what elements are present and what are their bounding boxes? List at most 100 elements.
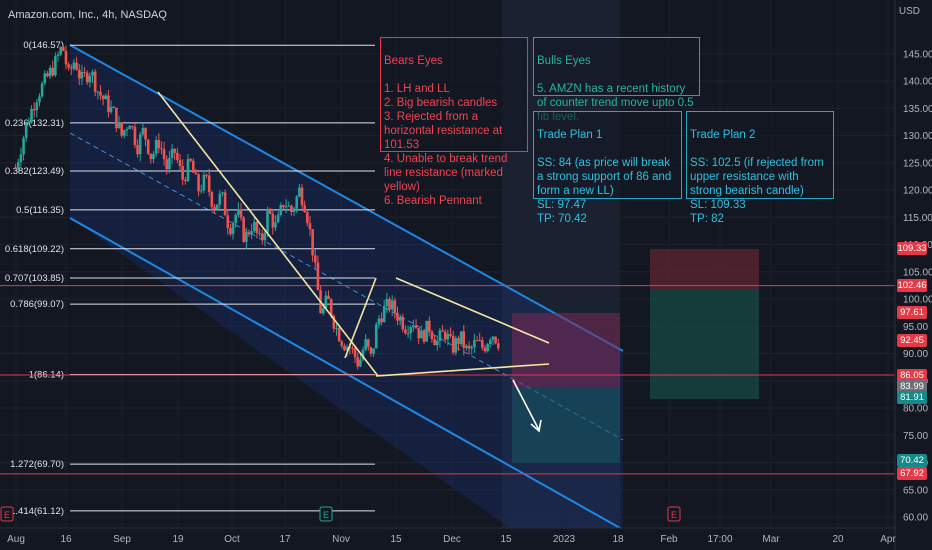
candle-body <box>242 217 245 242</box>
candle-body <box>141 127 145 135</box>
candle-body <box>51 67 55 76</box>
candle-body <box>443 331 447 340</box>
candle-body <box>329 299 333 316</box>
price-tag: 102.46 <box>897 279 927 292</box>
candle-body <box>303 205 306 213</box>
earnings-marker-1[interactable]: E <box>0 506 14 522</box>
candle-body <box>218 193 222 205</box>
trade-plan-2-title: Trade Plan 2 <box>690 129 756 141</box>
earnings-marker-2[interactable]: E <box>319 506 333 522</box>
candle-body <box>414 325 418 329</box>
candle-body <box>170 148 174 158</box>
candle-body <box>85 72 89 83</box>
candle-body <box>369 347 373 354</box>
earnings-marker-3[interactable]: E <box>667 506 681 522</box>
x-tick-label: Oct <box>224 534 240 545</box>
candle-body <box>388 299 391 310</box>
candle-body <box>231 223 235 235</box>
candle-body <box>30 109 33 123</box>
candle-body <box>271 213 275 228</box>
fib-level-label: 0.382(123.49) <box>5 166 64 177</box>
candle-body <box>191 160 195 173</box>
candle-body <box>144 127 147 140</box>
candle-body <box>16 162 20 169</box>
candle-body <box>382 305 386 323</box>
fib-level-label: 0.5(116.35) <box>16 205 64 216</box>
projection-arrow-head <box>530 419 542 433</box>
y-tick-label: 125.00 <box>903 158 932 169</box>
candle-body <box>48 67 52 77</box>
candle-body <box>351 347 354 349</box>
candle-body <box>457 338 460 344</box>
candle-body <box>62 47 65 51</box>
candle-body <box>38 96 41 103</box>
candle-body <box>313 255 317 263</box>
candle-body <box>88 75 92 83</box>
candle-body <box>199 190 203 192</box>
candle-body <box>396 312 399 321</box>
candle-body <box>252 221 256 231</box>
candle-body <box>420 330 423 339</box>
candle-body <box>306 212 309 224</box>
trade-plan-1-title: Trade Plan 1 <box>537 129 603 141</box>
y-tick-label: 75.00 <box>903 431 928 442</box>
x-tick-label: 2023 <box>553 534 576 545</box>
candle-body <box>186 159 190 182</box>
candle-body <box>27 122 31 124</box>
x-tick-label: 20 <box>832 534 844 545</box>
candle-body <box>210 191 214 208</box>
candle-body <box>194 172 198 175</box>
candle-body <box>300 187 304 206</box>
candle-body <box>332 315 336 329</box>
pennant-lower-line <box>375 363 550 377</box>
y-tick-label: 140.00 <box>903 77 932 88</box>
plan1-stop-zone <box>512 313 620 387</box>
fib-level-label: 0.236(132.31) <box>5 118 64 129</box>
x-tick-label: 19 <box>172 534 184 545</box>
candle-body <box>409 327 413 334</box>
candle-body <box>377 318 381 325</box>
candle-body <box>298 187 301 197</box>
trade-plan-2-note[interactable]: Trade Plan 2 SS: 102.5 (if rejected from… <box>686 111 834 225</box>
y-tick-label: 145.00 <box>903 49 932 60</box>
candle-body <box>345 346 349 351</box>
candle-body <box>202 174 206 191</box>
candle-body <box>223 192 227 216</box>
candle-body <box>104 95 108 100</box>
candle-body <box>385 299 389 306</box>
candle-body <box>372 348 375 354</box>
bears-eyes-note[interactable]: Bears Eyes 1. LH and LL 2. Big bearish c… <box>380 37 528 207</box>
candle-body <box>123 130 126 136</box>
candle-body <box>327 295 330 300</box>
candle-body <box>178 160 182 167</box>
candle-body <box>75 62 78 70</box>
candle-body <box>59 47 62 55</box>
candle-body <box>115 107 118 128</box>
candle-body <box>290 205 293 213</box>
candle-body <box>99 91 102 96</box>
candle-body <box>311 229 314 256</box>
candle-body <box>14 168 17 170</box>
candle-body <box>56 54 60 57</box>
x-tick-label: 15 <box>500 534 512 545</box>
candle-body <box>459 331 463 344</box>
bulls-eyes-title: Bulls Eyes <box>537 55 591 67</box>
candle-body <box>279 205 283 215</box>
candle-body <box>184 179 187 182</box>
candle-body <box>215 204 219 210</box>
y-tick-label: 90.00 <box>903 349 928 360</box>
candle-body <box>149 153 153 160</box>
bulls-eyes-note[interactable]: Bulls Eyes 5. AMZN has a recent history … <box>533 37 700 123</box>
candle-body <box>404 329 407 334</box>
candle-body <box>462 331 466 348</box>
x-tick-label: 16 <box>60 534 72 545</box>
plan2-target-zone <box>650 289 759 399</box>
price-tag: 109.33 <box>897 242 927 255</box>
pennant-upper-line <box>395 277 550 344</box>
candle-body <box>226 215 230 229</box>
price-tag: 70.42 <box>897 454 927 467</box>
trade-plan-1-note[interactable]: Trade Plan 1 SS: 84 (as price will break… <box>533 111 682 225</box>
candle-body <box>77 69 81 79</box>
candle-body <box>496 343 500 349</box>
candle-body <box>213 207 216 210</box>
